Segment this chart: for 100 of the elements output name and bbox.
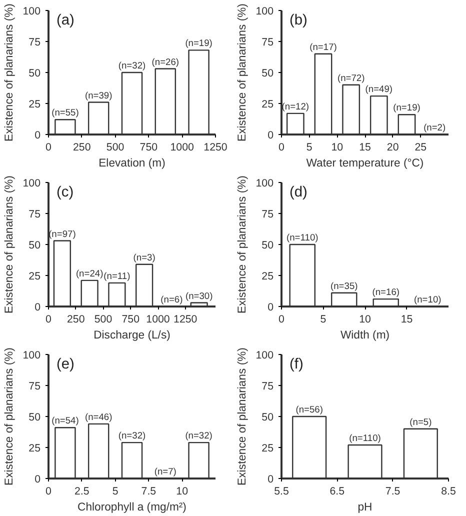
- annotation: (n=3): [133, 252, 156, 262]
- x-axis-title: Elevation (m): [98, 158, 166, 170]
- x-tick-label: 250: [66, 314, 85, 326]
- annotation: (n=54): [52, 416, 79, 426]
- y-tick-label: 50: [28, 412, 41, 424]
- y-tick-label: 25: [28, 442, 41, 454]
- annotation: (n=110): [349, 433, 381, 444]
- annotation: (n=49): [365, 84, 393, 94]
- annotation: (n=110): [286, 232, 318, 242]
- x-tick-label: 8.5: [441, 486, 456, 498]
- y-tick-label: 0: [34, 302, 41, 314]
- y-tick-label: 50: [262, 68, 274, 80]
- annotation: (n=32): [118, 60, 146, 70]
- chart-title: (e): [56, 356, 74, 372]
- y-tick-label: 50: [28, 240, 41, 252]
- y-tick-label: 75: [262, 380, 274, 392]
- x-tick-label: 5: [320, 314, 326, 326]
- x-tick-label: 1250: [204, 142, 228, 154]
- y-tick-label: 75: [28, 208, 41, 220]
- y-tick-label: 100: [22, 6, 41, 18]
- x-tick-label: 250: [73, 142, 91, 154]
- annotation: (n=16): [372, 287, 400, 298]
- x-tick-label: 500: [106, 142, 124, 154]
- annotation: (n=39): [84, 90, 112, 100]
- y-tick-label: 0: [268, 474, 274, 486]
- annotation: (n=24): [76, 268, 104, 278]
- annotation: (n=32): [118, 430, 146, 441]
- y-tick-label: 100: [256, 6, 274, 18]
- y-axis-title: Existence of planarians (%): [4, 175, 16, 314]
- annotation: (n=35): [330, 280, 358, 291]
- x-tick-label: 7.5: [385, 486, 400, 498]
- annotation: (n=6): [160, 294, 183, 304]
- annotation: (n=2): [424, 122, 446, 132]
- x-tick-label: 6.5: [330, 486, 345, 498]
- annotation: (n=11): [104, 270, 130, 281]
- y-axis-title: Existence of planarians (%): [4, 347, 16, 486]
- annotation: (n=30): [185, 290, 213, 301]
- y-tick-label: 25: [262, 98, 274, 110]
- chart-title: (c): [56, 184, 74, 200]
- y-tick-label: 100: [256, 178, 274, 190]
- x-tick-label: 750: [122, 314, 140, 326]
- y-tick-label: 100: [256, 350, 274, 362]
- x-axis-title: Width (m): [340, 330, 390, 342]
- x-axis-title: Chlorophyll a (mg/m²): [78, 502, 187, 514]
- x-tick-label: 5.5: [274, 486, 289, 498]
- y-tick-label: 0: [268, 302, 274, 314]
- y-tick-label: 75: [28, 380, 41, 392]
- x-tick-label: 10: [359, 314, 371, 326]
- annotation: (n=12): [282, 101, 310, 112]
- x-axis-title: Discharge (L/s): [94, 330, 171, 342]
- annotation: (n=19): [393, 102, 420, 113]
- x-tick-label: 15: [400, 314, 413, 326]
- y-tick-label: 25: [28, 98, 41, 110]
- y-tick-label: 0: [34, 130, 41, 142]
- annotation: (n=32): [185, 430, 212, 441]
- annotation: (n=7): [154, 466, 176, 476]
- x-tick-label: 1000: [170, 142, 194, 154]
- x-tick-label: 15: [359, 142, 371, 154]
- y-tick-label: 100: [22, 350, 41, 362]
- x-tick-label: 2.5: [74, 486, 90, 498]
- y-tick-label: 25: [262, 442, 274, 454]
- y-tick-label: 25: [262, 270, 274, 282]
- chart-title: (a): [56, 12, 74, 28]
- x-tick-label: 5: [112, 486, 118, 498]
- y-tick-label: 50: [262, 412, 274, 424]
- x-axis-title: Water temperature (°C): [306, 158, 424, 170]
- y-tick-label: 50: [262, 240, 274, 252]
- annotation: (n=5): [410, 416, 432, 427]
- chart-title: (f): [290, 356, 304, 372]
- annotation: (n=55): [52, 108, 79, 118]
- y-tick-label: 0: [34, 474, 41, 486]
- x-tick-label: 0: [278, 314, 285, 326]
- x-tick-label: 0: [278, 142, 285, 154]
- y-tick-label: 75: [262, 208, 274, 220]
- y-tick-label: 25: [28, 270, 41, 282]
- annotation: (n=56): [296, 404, 323, 414]
- x-tick-label: 25: [414, 142, 427, 154]
- x-tick-label: 0: [46, 142, 52, 154]
- y-axis-title: Existence of planarians (%): [236, 175, 249, 314]
- x-tick-label: 1000: [146, 314, 170, 326]
- y-tick-label: 75: [28, 36, 41, 48]
- x-tick-label: 7.5: [141, 486, 156, 498]
- x-tick-label: 10: [331, 142, 344, 154]
- y-tick-label: 100: [22, 178, 41, 190]
- x-tick-label: 0: [46, 314, 52, 326]
- x-tick-label: 500: [94, 314, 112, 326]
- x-tick-label: 20: [386, 142, 399, 154]
- annotation: (n=46): [84, 412, 112, 422]
- annotation: (n=72): [337, 72, 365, 83]
- x-tick-label: 10: [176, 486, 188, 498]
- annotation: (n=19): [185, 38, 212, 48]
- x-tick-label: 750: [140, 142, 158, 154]
- chart-title: (d): [290, 184, 308, 200]
- annotation: (n=17): [310, 42, 337, 52]
- y-tick-label: 0: [268, 130, 274, 142]
- chart-title: (b): [290, 12, 308, 28]
- y-axis-title: Existence of planarians (%): [236, 347, 249, 486]
- y-tick-label: 75: [262, 36, 274, 48]
- annotation: (n=10): [414, 294, 442, 304]
- annotation: (n=26): [152, 56, 180, 67]
